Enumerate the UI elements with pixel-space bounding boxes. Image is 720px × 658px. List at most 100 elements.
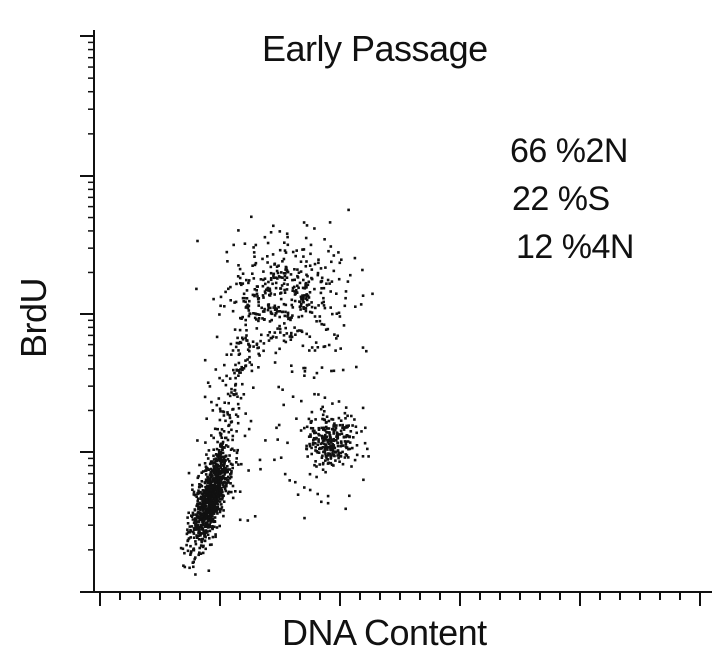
scatter-point — [202, 511, 205, 515]
scatter-point — [220, 448, 224, 451]
scatter-point — [284, 303, 288, 307]
scatter-point — [221, 476, 225, 480]
scatter-point — [344, 507, 347, 511]
scatter-point — [211, 515, 214, 518]
scatter-point — [198, 502, 202, 505]
scatter-point — [192, 528, 196, 531]
scatter-point — [334, 349, 337, 352]
scatter-point — [315, 465, 318, 468]
scatter-point — [262, 349, 265, 353]
scatter-point — [333, 333, 336, 336]
scatter-point — [218, 313, 221, 316]
scatter-point — [296, 284, 299, 288]
scatter-point — [299, 308, 302, 311]
scatter-point — [281, 388, 284, 391]
scatter-point — [325, 425, 328, 429]
scatter-point — [225, 481, 228, 485]
scatter-point — [210, 480, 214, 483]
scatter-point — [322, 345, 326, 349]
scatter-point — [204, 509, 208, 512]
scatter-point — [199, 509, 202, 512]
scatter-point — [323, 410, 326, 413]
scatter-point — [326, 438, 329, 442]
scatter-point — [241, 296, 245, 300]
scatter-point — [335, 312, 339, 315]
scatter-point — [252, 251, 256, 254]
scatter-point — [191, 518, 195, 521]
scatter-point — [346, 414, 349, 418]
scatter-point — [187, 511, 190, 515]
scatter-point — [207, 449, 211, 452]
scatter-point — [204, 469, 207, 473]
scatter-point — [236, 336, 239, 340]
scatter-point — [299, 295, 303, 299]
scatter-point — [247, 279, 251, 282]
scatter-point — [339, 451, 343, 455]
scatter-point — [307, 296, 311, 299]
scatter-point — [209, 488, 213, 492]
scatter-point — [234, 363, 237, 367]
scatter-point — [223, 455, 227, 458]
scatter-point — [213, 461, 217, 464]
scatter-point — [206, 526, 210, 529]
scatter-point — [280, 271, 283, 274]
scatter-point — [316, 451, 319, 454]
scatter-point — [279, 276, 282, 279]
scatter-point — [229, 421, 233, 424]
scatter-point — [269, 231, 273, 234]
scatter-point — [314, 460, 317, 463]
scatter-point — [217, 507, 220, 511]
scatter-point — [219, 492, 222, 495]
scatter-point — [314, 306, 317, 310]
scatter-point — [226, 438, 230, 442]
scatter-point — [211, 491, 214, 495]
scatter-point — [282, 282, 286, 285]
scatter-point — [308, 291, 312, 294]
scatter-point — [326, 441, 330, 444]
scatter-point — [273, 308, 277, 311]
scatter-point — [234, 376, 237, 380]
scatter-point — [331, 443, 334, 446]
scatter-point — [244, 364, 247, 368]
scatter-point — [245, 329, 248, 332]
scatter-point — [305, 447, 309, 451]
scatter-point — [223, 363, 226, 367]
scatter-point — [190, 550, 193, 553]
scatter-point — [241, 282, 245, 285]
scatter-point — [203, 489, 207, 492]
scatter-point — [204, 547, 207, 551]
scatter-point — [348, 447, 352, 451]
scatter-point — [329, 290, 332, 293]
scatter-point — [230, 428, 233, 432]
scatter-point — [319, 280, 323, 284]
scatter-point — [330, 369, 333, 373]
scatter-point — [188, 566, 191, 570]
scatter-point — [254, 243, 258, 247]
scatter-point — [305, 224, 309, 227]
scatter-point — [253, 316, 257, 320]
scatter-point — [252, 312, 255, 315]
scatter-point — [268, 331, 271, 334]
scatter-point — [229, 342, 233, 346]
scatter-point — [339, 419, 343, 422]
scatter-point — [293, 326, 296, 329]
scatter-point — [191, 483, 194, 487]
scatter-point — [222, 500, 226, 503]
scatter-point — [282, 302, 286, 306]
scatter-point — [207, 518, 210, 521]
scatter-point — [332, 464, 335, 467]
scatter-point — [209, 521, 212, 524]
scatter-point — [323, 436, 326, 439]
scatter-point — [330, 438, 334, 442]
scatter-point — [207, 503, 211, 506]
scatter-point — [283, 291, 287, 294]
scatter-point — [197, 520, 201, 524]
scatter-point — [284, 272, 287, 275]
scatter-point — [244, 306, 248, 309]
scatter-point — [282, 334, 286, 337]
scatter-point — [313, 431, 316, 435]
scatter-point — [186, 549, 190, 553]
scatter-point — [273, 304, 277, 308]
scatter-point — [210, 400, 213, 404]
scatter-point — [225, 374, 228, 378]
